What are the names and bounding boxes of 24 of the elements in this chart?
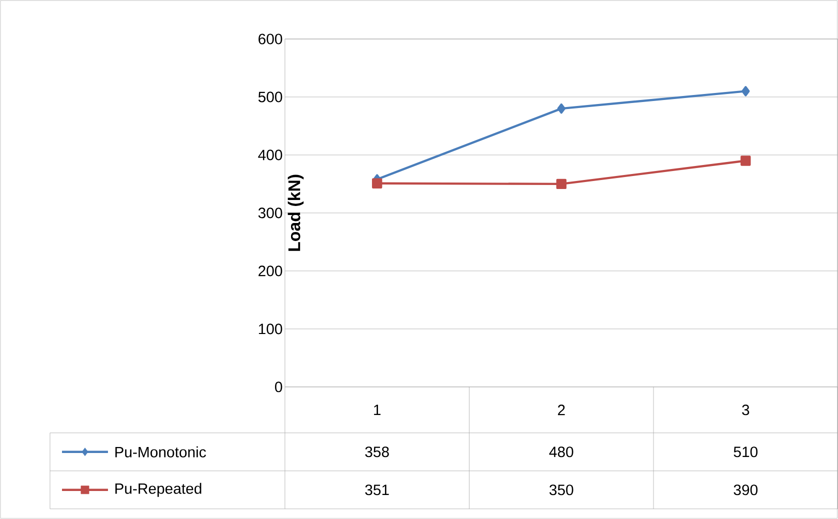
data-label: 350 xyxy=(549,484,574,496)
point xyxy=(742,86,750,96)
y-axis-title: Load (kN) xyxy=(288,174,304,251)
point xyxy=(372,178,382,189)
y-tick-label: 300 xyxy=(258,208,282,218)
point xyxy=(557,104,566,114)
data-label: 358 xyxy=(365,446,389,458)
y-tick-label: 500 xyxy=(258,92,282,102)
y-tick-label: 100 xyxy=(258,324,282,334)
y-tick-label: 0 xyxy=(275,382,282,392)
x-tick-label: 2 xyxy=(558,404,565,416)
legend-label: Pu-Repeated xyxy=(115,482,202,497)
point xyxy=(556,178,566,190)
data-label: 351 xyxy=(365,484,389,496)
point xyxy=(740,156,751,166)
data-label: 510 xyxy=(734,446,758,458)
data-label: 480 xyxy=(549,446,574,458)
legend-label: Pu-Monotonic xyxy=(115,446,206,458)
y-tick-label: 600 xyxy=(258,34,282,44)
data-label: 390 xyxy=(734,484,758,496)
x-tick-label: 1 xyxy=(374,404,380,416)
y-tick-label: 400 xyxy=(258,150,282,160)
x-tick-label: 3 xyxy=(742,404,750,416)
y-tick-label: 200 xyxy=(258,266,282,276)
